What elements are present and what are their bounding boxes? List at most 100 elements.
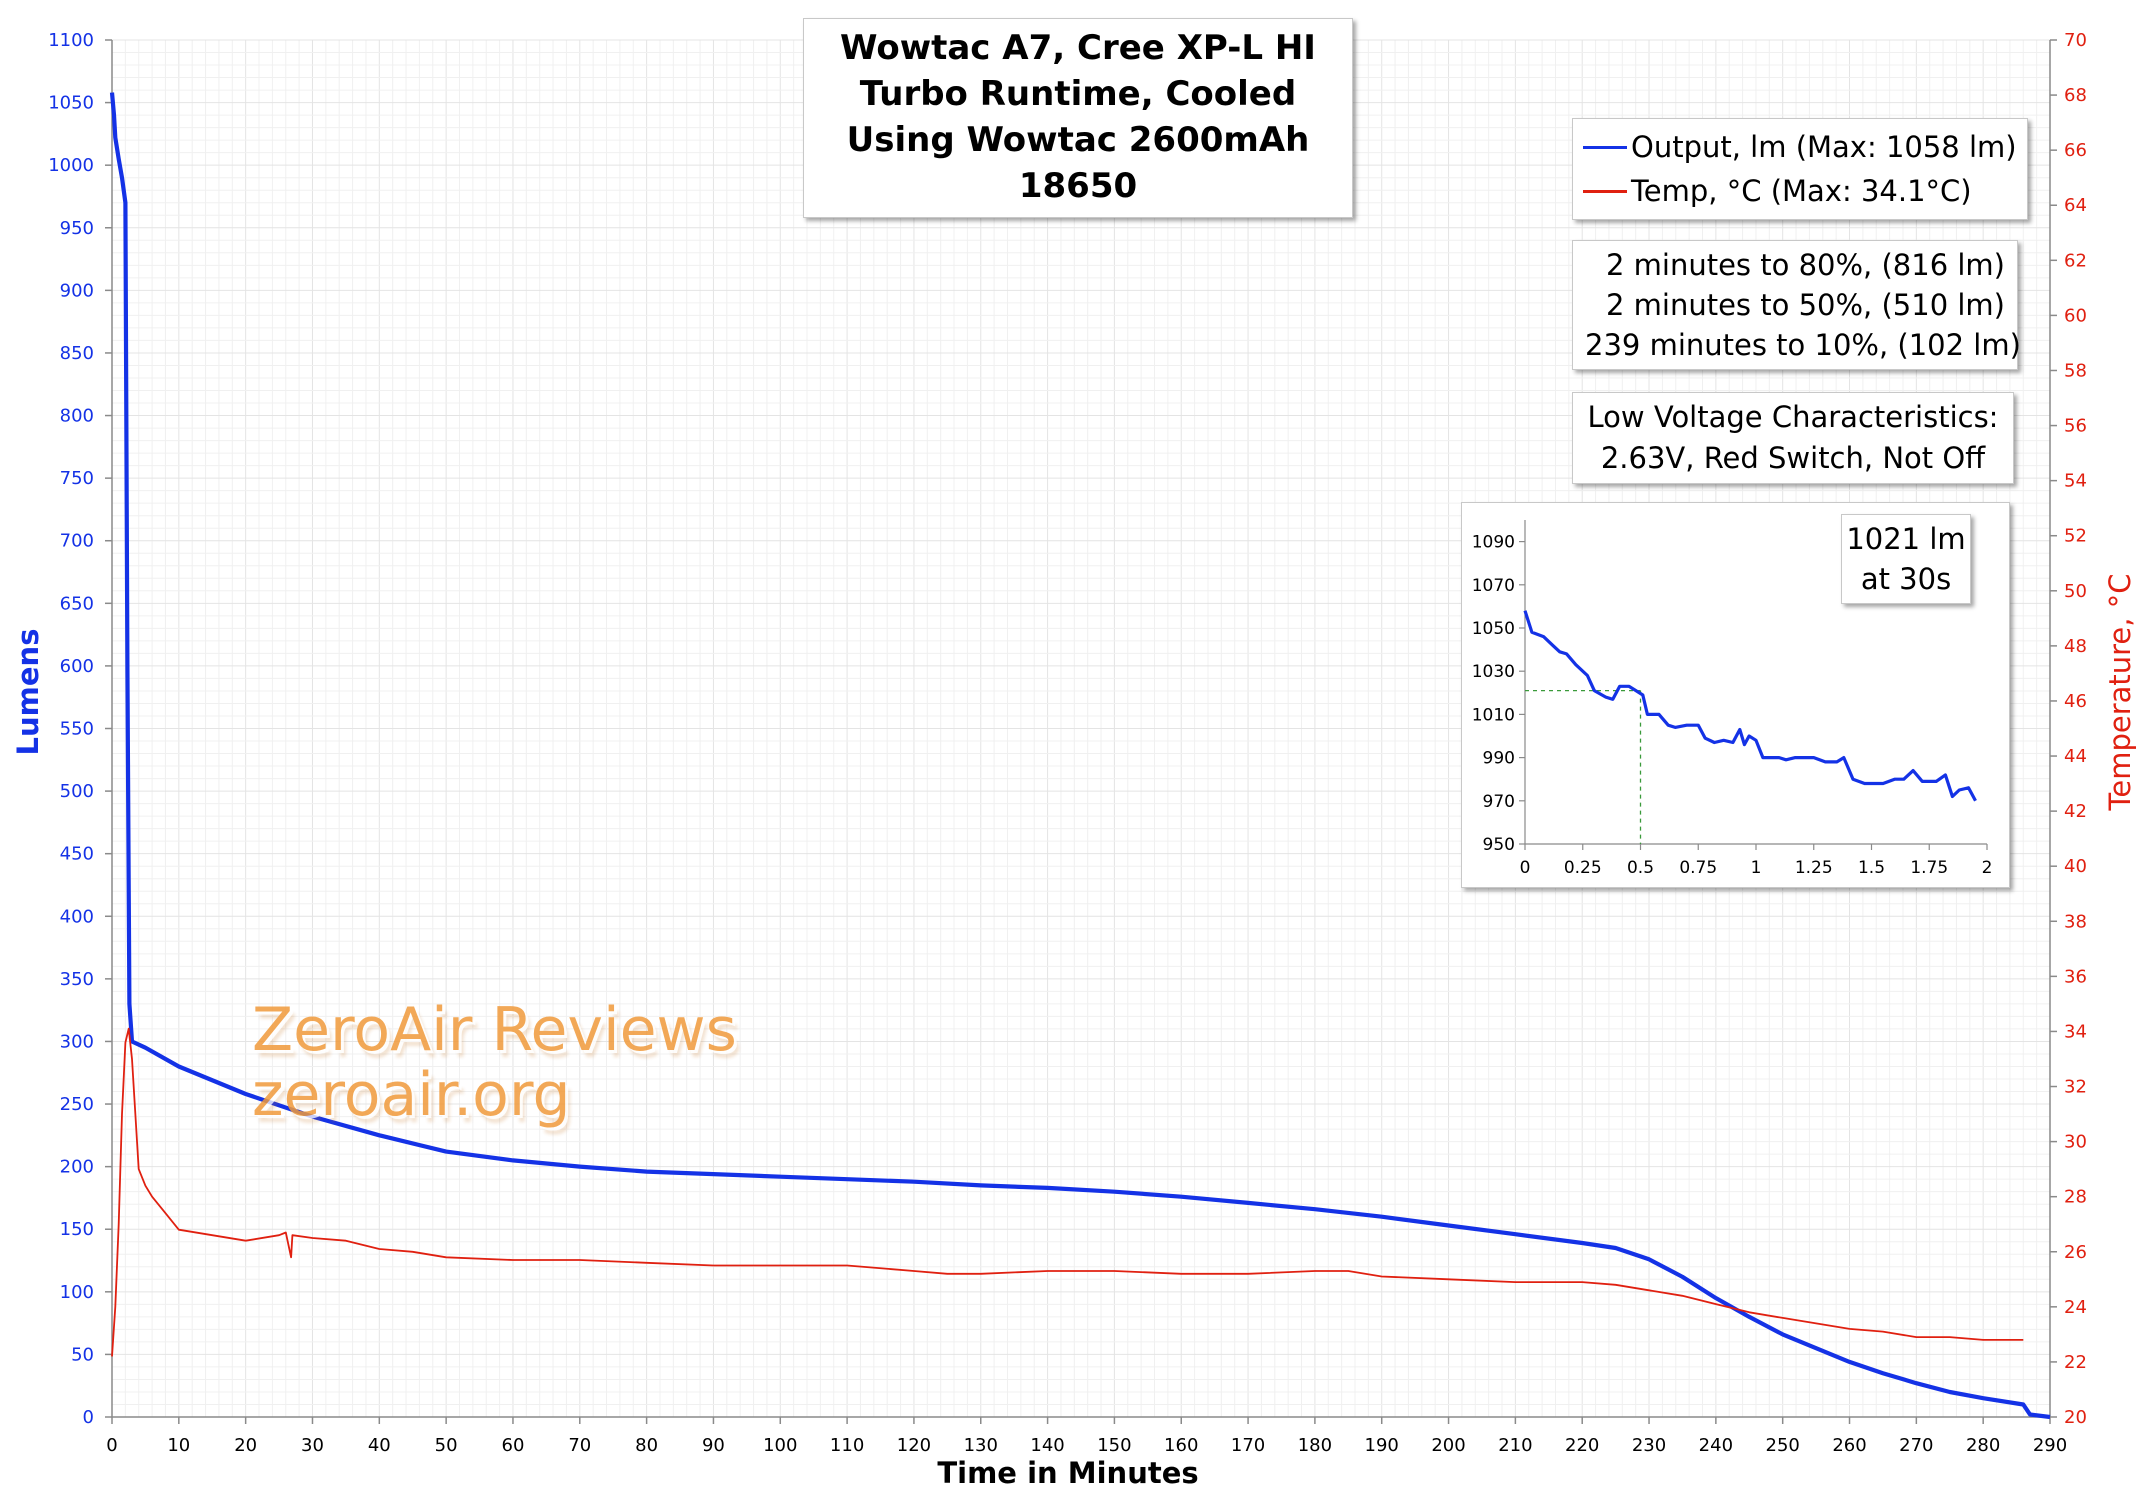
y2-tick-label: 64 (2064, 195, 2087, 216)
y2-tick-label: 44 (2064, 746, 2087, 767)
temperature-line (111, 1027, 2024, 1357)
y2-tick-label: 62 (2064, 250, 2087, 271)
x-tick-label: 250 (1766, 1435, 1800, 1456)
y-tick-label: 150 (60, 1219, 94, 1240)
x-tick-label: 120 (897, 1435, 931, 1456)
inset-x-tick-label: 0.75 (1679, 858, 1717, 878)
legend-label-temp: Temp, °C (Max: 34.1°C) (1631, 174, 1972, 208)
y-tick-label: 950 (60, 218, 94, 239)
x-tick-label: 10 (167, 1435, 190, 1456)
axes (105, 39, 2057, 1424)
legend-label-output: Output, lm (Max: 1058 lm) (1631, 130, 2017, 164)
x-tick-label: 240 (1699, 1435, 1733, 1456)
y2-tick-label: 70 (2064, 30, 2087, 51)
x-tick-label: 270 (1899, 1435, 1933, 1456)
x-tick-label: 40 (368, 1435, 391, 1456)
x-tick-label: 210 (1498, 1435, 1532, 1456)
y2-tick-label: 52 (2064, 526, 2087, 547)
inset-series (1523, 610, 1977, 844)
stat-line: 2 minutes to 50%, (510 lm) (1605, 288, 2005, 322)
y-tick-label: 250 (60, 1094, 94, 1115)
stat-line: 239 minutes to 10%, (102 lm) (1585, 328, 2021, 362)
y-tick-label: 0 (83, 1407, 94, 1428)
x-tick-label: 150 (1097, 1435, 1131, 1456)
inset-annotation: 1021 lm at 30s (1841, 514, 1971, 604)
y2-tick-label: 50 (2064, 581, 2087, 602)
x-tick-label: 200 (1431, 1435, 1465, 1456)
y-tick-label: 300 (60, 1031, 94, 1052)
y-tick-label: 850 (60, 343, 94, 364)
y-tick-label: 450 (60, 844, 94, 865)
inset-annotation-line: 1021 lm (1846, 522, 1966, 556)
y-tick-label: 700 (60, 531, 94, 552)
x-tick-label: 280 (1966, 1435, 2000, 1456)
inset-x-tick-label: 2 (1982, 858, 1993, 878)
watermark-title: ZeroAir Reviews (252, 995, 737, 1065)
x-tick-label: 100 (763, 1435, 797, 1456)
y2-tick-label: 36 (2064, 966, 2087, 987)
stats-box: 2 minutes to 80%, (816 lm) 2 minutes to … (1572, 240, 2021, 370)
y2-tick-label: 68 (2064, 85, 2087, 106)
y-tick-label: 900 (60, 280, 94, 301)
y2-tick-label: 22 (2064, 1352, 2087, 1373)
y-tick-label: 550 (60, 719, 94, 740)
x-tick-label: 170 (1231, 1435, 1265, 1456)
y2-tick-label: 32 (2064, 1077, 2087, 1098)
x-tick-label: 80 (635, 1435, 658, 1456)
inset-tick-labels: 950 970 990 1010 1030 1050 1070 1090 0 0.25 0.5 0.7… (1472, 533, 1993, 878)
inset-x-tick-label: 1 (1751, 858, 1762, 878)
y2-tick-label: 38 (2064, 911, 2087, 932)
legend-swatch-temp (1583, 189, 1627, 193)
x-axis-label: Time in Minutes (937, 1456, 1198, 1490)
y2-tick-label: 42 (2064, 801, 2087, 822)
y-tick-label: 750 (60, 468, 94, 489)
inset-y-tick-label: 1050 (1472, 619, 1515, 639)
y2-tick-label: 60 (2064, 305, 2087, 326)
x-tick-label: 180 (1298, 1435, 1332, 1456)
stat-line: 2 minutes to 80%, (816 lm) (1605, 248, 2005, 282)
y2-tick-label: 40 (2064, 856, 2087, 877)
x-tick-label: 220 (1565, 1435, 1599, 1456)
x-tick-label: 260 (1832, 1435, 1866, 1456)
y2-tick-label: 28 (2064, 1187, 2087, 1208)
inset-output-line (1523, 610, 1977, 802)
inset-annotation-line: at 30s (1860, 562, 1952, 596)
y2-tick-label: 58 (2064, 360, 2087, 381)
y2-tick-label: 20 (2064, 1407, 2087, 1428)
inset-x-tick-label: 1.5 (1858, 858, 1885, 878)
inset-y-tick-label: 1010 (1472, 705, 1515, 725)
x-tick-label: 60 (502, 1435, 525, 1456)
inset-y-tick-label: 1090 (1472, 533, 1515, 553)
inset-y-tick-label: 950 (1483, 835, 1515, 855)
x-tick-label: 110 (830, 1435, 864, 1456)
x-tick-label: 0 (106, 1435, 117, 1456)
y2-axis-label: Temperature, °C (2103, 574, 2137, 812)
y-tick-label: 50 (71, 1344, 94, 1365)
y-tick-label: 400 (60, 906, 94, 927)
y2-tick-label: 34 (2064, 1021, 2087, 1042)
inset-x-tick-label: 0 (1520, 858, 1531, 878)
chart-title: Wowtac A7, Cree XP-L HI Turbo Runtime, C… (803, 18, 1353, 218)
inset-y-tick-label: 970 (1483, 792, 1515, 812)
y2-tick-label: 46 (2064, 691, 2087, 712)
x-tick-label: 190 (1365, 1435, 1399, 1456)
inset-x-tick-label: 0.5 (1627, 858, 1654, 878)
chart-title-line: Wowtac A7, Cree XP-L HI (840, 28, 1316, 68)
y-tick-label: 800 (60, 406, 94, 427)
inset-grid (1519, 520, 1988, 850)
x-tick-label: 130 (964, 1435, 998, 1456)
y-tick-label: 200 (60, 1157, 94, 1178)
y-tick-label: 600 (60, 656, 94, 677)
low-voltage-line: Low Voltage Characteristics: (1587, 400, 1999, 434)
x-tick-label: 140 (1030, 1435, 1064, 1456)
y-tick-label: 1100 (48, 30, 94, 51)
y2-tick-label: 26 (2064, 1242, 2087, 1263)
inset-x-tick-label: 0.25 (1564, 858, 1602, 878)
y-tick-label: 1000 (48, 155, 94, 176)
y2-tick-label: 56 (2064, 416, 2087, 437)
inset-y-tick-label: 1070 (1472, 576, 1515, 596)
x-tick-label: 90 (702, 1435, 725, 1456)
y2-tick-label: 30 (2064, 1132, 2087, 1153)
inset-y-tick-label: 990 (1483, 749, 1515, 769)
y2-tick-label: 66 (2064, 140, 2087, 161)
